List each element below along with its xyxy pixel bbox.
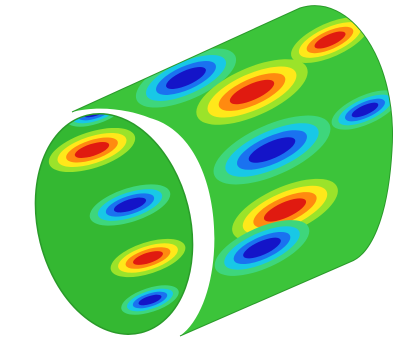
buckling-mode-render	[0, 0, 398, 337]
